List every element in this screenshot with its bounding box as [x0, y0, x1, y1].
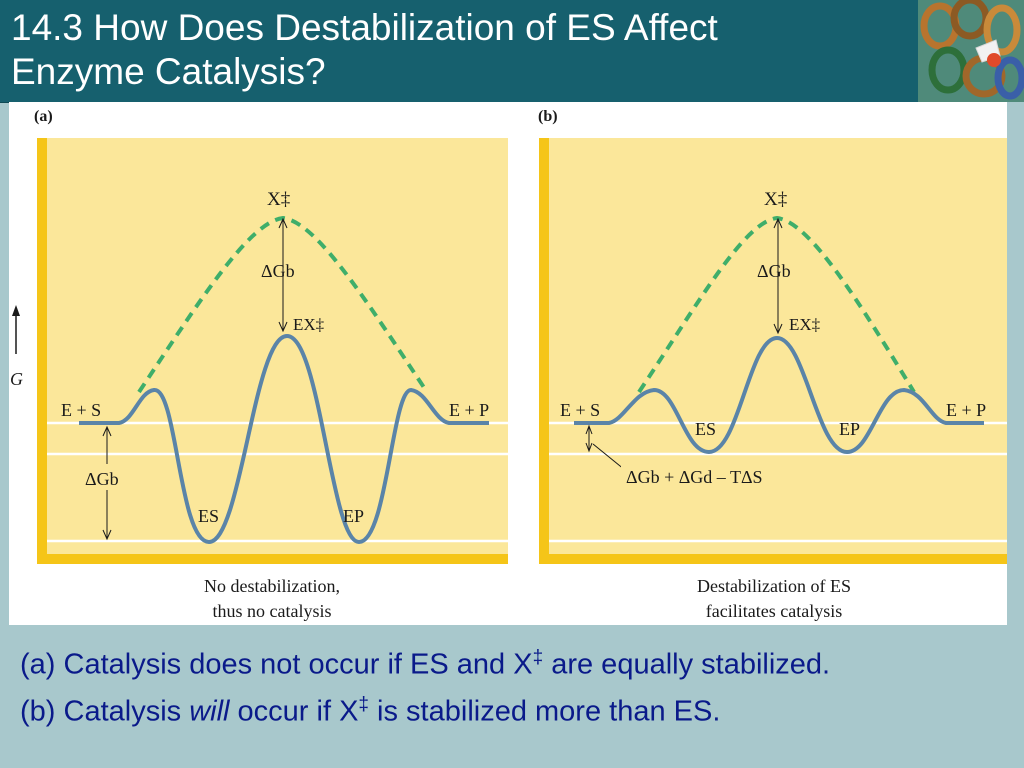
panel-b-tag: (b) [538, 108, 558, 125]
panel-b-transition-state-label: X‡ [764, 189, 787, 210]
panel-a-caption-line-2: thus no catalysis [213, 601, 332, 621]
panel-b-ep-label: EP [839, 419, 860, 439]
panel-a-catalyzed-curve [79, 333, 489, 545]
panel-b: (b) X‡ ΔGb EX‡ E + S E + P ES EP [538, 108, 1007, 621]
caption-a-double-dagger: ‡ [532, 647, 544, 668]
g-axis-label: G [10, 369, 23, 389]
panel-b-catalyzed-curve [574, 335, 984, 455]
slide-caption: (a) Catalysis does not occur if ES and X… [20, 638, 1010, 731]
panel-b-left-state-label: E + S [560, 400, 600, 420]
panel-a-ep-label: EP [343, 506, 364, 526]
panel-b-dgb-top-label: ΔGb [757, 261, 791, 281]
caption-b-double-dagger: ‡ [358, 693, 369, 715]
slide-title: 14.3 How Does Destabilization of ES Affe… [11, 6, 901, 94]
g-axis: G [10, 305, 23, 389]
panel-b-ex-label: EX‡ [789, 315, 820, 334]
caption-b-text-mid: occur if X [229, 695, 359, 728]
panel-a-right-state-label: E + P [449, 400, 489, 420]
panel-a-tag: (a) [34, 108, 53, 125]
protein-structure-logo [918, 0, 1024, 102]
caption-line-b: (b) Catalysis will occur if X‡ is stabil… [20, 685, 1010, 732]
panel-b-right-state-label: E + P [946, 400, 986, 420]
title-bar: 14.3 How Does Destabilization of ES Affe… [0, 0, 918, 103]
caption-a-text: (a) Catalysis does not occur if ES and X [20, 648, 533, 681]
panel-a-transition-state-label: X‡ [267, 189, 290, 210]
caption-a-text-end: are equally stabilized. [543, 648, 831, 681]
panel-b-dg-formula-label: ΔGb + ΔGd – TΔS [626, 467, 763, 487]
panel-a-dgb-top-label: ΔGb [261, 261, 295, 281]
energy-diagram-figure: G (a) X‡ ΔGb EX‡ E + S E + P ES EP [9, 102, 1007, 625]
protein-ribbon-icon [918, 0, 1024, 102]
title-line-2: Enzyme Catalysis? [11, 51, 326, 92]
caption-b-text: (b) Catalysis [20, 695, 190, 728]
panel-a-left-state-label: E + S [61, 400, 101, 420]
panel-a-dgb-left-label: ΔGb [85, 469, 119, 489]
panel-a-caption-line-1: No destabilization, [204, 576, 340, 596]
panel-b-plot-area [539, 138, 1007, 564]
caption-line-a: (a) Catalysis does not occur if ES and X… [20, 638, 1010, 685]
panel-b-caption-line-2: facilitates catalysis [706, 601, 842, 621]
caption-b-text-end: is stabilized more than ES. [369, 695, 721, 728]
panel-a-es-label: ES [198, 506, 219, 526]
title-line-1: 14.3 How Does Destabilization of ES Affe… [11, 7, 718, 48]
panel-a: (a) X‡ ΔGb EX‡ E + S E + P ES EP [34, 108, 508, 621]
panel-b-es-label: ES [695, 419, 716, 439]
panel-b-uncatalyzed-curve [637, 215, 916, 394]
panel-b-caption-line-1: Destabilization of ES [697, 576, 851, 596]
panel-a-ex-label: EX‡ [293, 315, 324, 334]
caption-b-emphasis: will [189, 695, 230, 728]
